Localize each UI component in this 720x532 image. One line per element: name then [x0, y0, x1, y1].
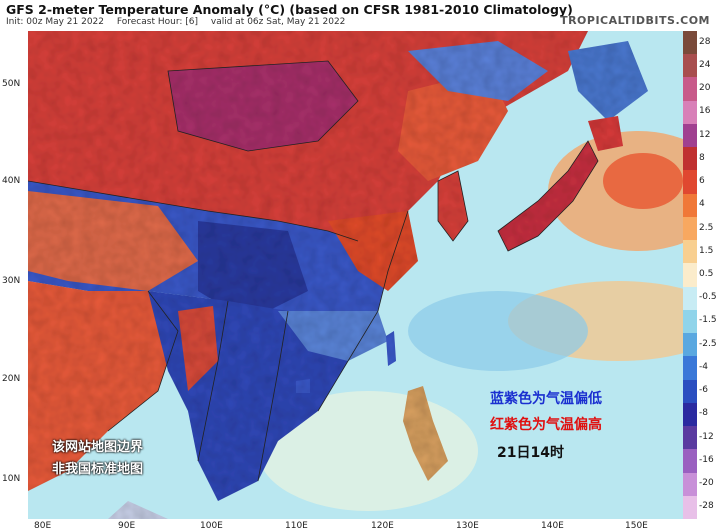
lon-label: 140E [541, 521, 564, 531]
siberia-cool [408, 41, 548, 101]
colorbar-swatch [683, 170, 697, 195]
colorbar-label: -8 [699, 408, 708, 419]
annotation-blue: 蓝紫色为气温偏低 [490, 391, 602, 407]
sumatra [108, 501, 168, 519]
colorbar-label: -28 [699, 501, 714, 512]
lon-label: 90E [118, 521, 136, 531]
header: GFS 2-meter Temperature Anomaly (°C) (ba… [0, 0, 720, 30]
colorbar-swatch [683, 54, 697, 78]
map-canvas [28, 31, 683, 519]
lat-label: 30N [2, 276, 21, 286]
lat-label: 20N [2, 374, 21, 384]
indochina-warm [178, 306, 218, 391]
colorbar-label: 6 [699, 176, 705, 187]
colorbar-swatch [683, 77, 697, 102]
colorbar-label: 2.5 [699, 222, 714, 233]
colorbar-legend: 28 24 20 16 12 8 6 4 2.5 1.5 0.5 -0.5 -1.5 -2.5 -4 -6 -8… [683, 31, 720, 520]
east-china-warm [328, 211, 418, 291]
lon-label: 110E [285, 521, 308, 531]
colorbar-swatch [683, 356, 697, 381]
colorbar-label: -0.5 [699, 292, 717, 303]
colorbar-label: 28 [699, 36, 711, 47]
disclaimer-line1: 该网站地图边界 [52, 440, 144, 455]
mongolia-hot [168, 61, 358, 151]
hainan [296, 379, 310, 393]
colorbar-swatch [683, 216, 697, 241]
colorbar-label: -2.5 [699, 338, 717, 349]
colorbar-label: -20 [699, 478, 714, 489]
japan [498, 141, 598, 251]
colorbar-swatch [683, 123, 697, 148]
valid-time: valid at 06z Sat, May 21 2022 [210, 17, 346, 27]
colorbar-swatch [683, 240, 697, 264]
annotation-red: 红紫色为气温偏高 [490, 417, 602, 433]
kamchatka-cool [568, 41, 648, 121]
country-borders [28, 60, 599, 482]
colorbar-label: -6 [699, 385, 708, 396]
colorbar-label: 12 [699, 129, 711, 140]
colorbar-swatch [683, 193, 697, 218]
init-time: Init: 00z May 21 2022 [6, 17, 105, 27]
lat-label: 40N [2, 176, 21, 186]
taiwan [386, 331, 396, 366]
pacific-cool-area [408, 291, 588, 371]
colorbar-swatch [683, 449, 697, 474]
korea [438, 171, 468, 241]
colorbar-label: 4 [699, 199, 705, 210]
pacific-warm-core [603, 153, 683, 209]
colorbar-swatch [683, 309, 697, 334]
colorbar-swatch [683, 472, 697, 497]
map-subtitle: Init: 00z May 21 2022 Forecast Hour: [6]… [6, 17, 355, 27]
forecast-hour: Forecast Hour: [6] [116, 17, 198, 27]
colorbar-swatch [683, 379, 697, 404]
lon-label: 130E [456, 521, 479, 531]
lon-label: 80E [34, 521, 52, 531]
lat-label: 10N [2, 474, 21, 484]
colorbar-swatch [683, 495, 697, 520]
land-south-asia [28, 281, 178, 491]
colorbar-label: 1.5 [699, 245, 714, 256]
colorbar-label: 24 [699, 59, 711, 70]
philippines [403, 386, 448, 481]
brand-label: TROPICALTIDBITS.COM [560, 14, 710, 27]
anomaly-map [28, 31, 683, 519]
colorbar-label: 20 [699, 83, 711, 94]
sichuan-cold [198, 221, 308, 321]
tibet-cool [28, 191, 198, 291]
disclaimer-line2: 非我国标准地图 [52, 462, 144, 477]
colorbar-label: -16 [699, 454, 714, 465]
lon-label: 150E [625, 521, 648, 531]
colorbar-label: 16 [699, 106, 711, 117]
colorbar-swatch [683, 286, 697, 311]
colorbar-swatch [683, 402, 697, 427]
colorbar-label: -4 [699, 361, 708, 372]
annotation-time: 21日14时 [497, 445, 564, 461]
lat-label: 50N [2, 79, 21, 89]
colorbar-label: 8 [699, 152, 705, 163]
colorbar-swatch [683, 426, 697, 450]
colorbar-label: 0.5 [699, 269, 714, 279]
lon-label: 100E [200, 521, 223, 531]
colorbar-swatch [683, 333, 697, 357]
colorbar-swatch [683, 31, 697, 55]
lon-label: 120E [371, 521, 394, 531]
colorbar-label: -12 [699, 431, 714, 442]
colorbar-swatch [683, 147, 697, 171]
hokkaido [588, 116, 623, 151]
colorbar-swatch [683, 263, 697, 288]
colorbar-label: -1.5 [699, 315, 717, 326]
south-china-coast [278, 311, 388, 361]
colorbar-swatch [683, 100, 697, 125]
map-title: GFS 2-meter Temperature Anomaly (°C) (ba… [6, 2, 573, 17]
northeast-china [398, 71, 508, 181]
